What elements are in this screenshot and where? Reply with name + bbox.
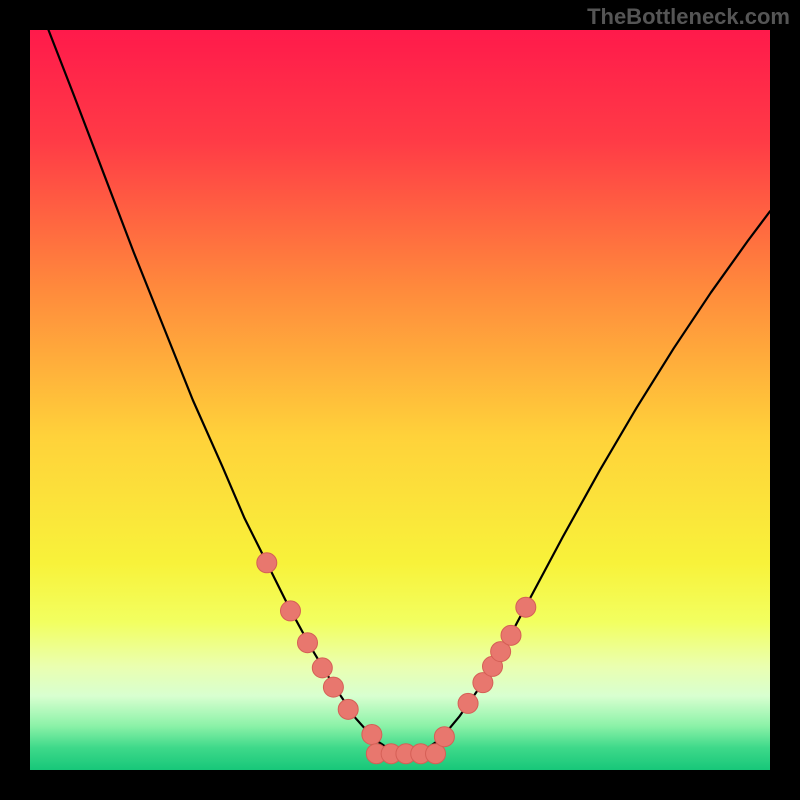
curve-marker <box>458 693 478 713</box>
curve-marker <box>312 658 332 678</box>
curve-marker <box>434 727 454 747</box>
curve-marker <box>280 601 300 621</box>
gradient-background <box>30 30 770 770</box>
watermark-text: TheBottleneck.com <box>587 4 790 30</box>
curve-marker <box>298 633 318 653</box>
curve-marker <box>362 724 382 744</box>
curve-marker <box>338 699 358 719</box>
curve-marker <box>323 677 343 697</box>
curve-marker <box>516 597 536 617</box>
curve-marker <box>257 553 277 573</box>
curve-marker <box>501 625 521 645</box>
